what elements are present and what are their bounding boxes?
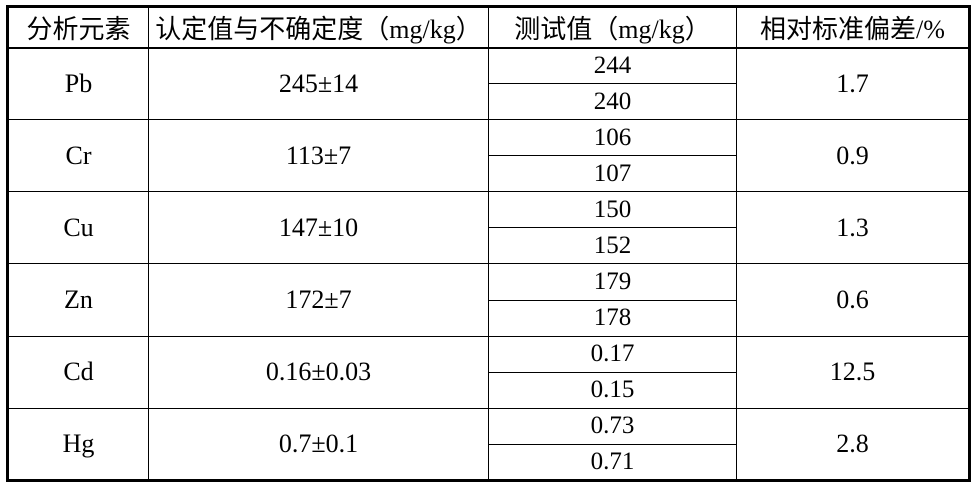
table-row-cu: Cu 147±10 150 1.3 [7,191,970,265]
table-row-cd: Cd 0.16±0.03 0.17 12.5 [7,335,970,409]
test-value-cell: 240 [488,83,737,121]
header-rsd: 相对标准偏差/% [736,5,970,49]
certified-value-cell: 113±7 [148,119,489,193]
element-cell: Cr [7,119,149,193]
certified-value-cell: 0.7±0.1 [148,407,489,482]
element-cell: Hg [7,407,149,482]
rsd-cell: 0.9 [736,119,970,193]
table-header-row: 分析元素 认定值与不确定度（mg/kg） 测试值（mg/kg） 相对标准偏差/% [7,5,970,49]
table-row-hg: Hg 0.7±0.1 0.73 2.8 [7,407,970,482]
certified-value-cell: 147±10 [148,191,489,265]
table-row-cr: Cr 113±7 106 0.9 [7,119,970,193]
rsd-cell: 12.5 [736,335,970,409]
test-value-cell: 150 [488,191,737,229]
test-value-cell: 106 [488,119,737,157]
element-cell: Pb [7,47,149,121]
table-row-hg-2: 0.71 [8,443,970,482]
test-value-cell: 244 [488,47,737,85]
header-test-value: 测试值（mg/kg） [488,5,737,49]
analysis-results-table: 分析元素 认定值与不确定度（mg/kg） 测试值（mg/kg） 相对标准偏差/%… [6,5,971,482]
test-value-cell: 0.71 [488,443,737,482]
rsd-cell: 1.3 [736,191,970,265]
table-row-pb: Pb 245±14 244 1.7 [7,47,970,121]
test-value-cell: 0.15 [488,371,737,409]
test-value-cell: 178 [488,299,737,337]
certified-value-cell: 245±14 [148,47,489,121]
test-value-cell: 107 [488,155,737,193]
element-cell: Cd [7,335,149,409]
rsd-cell: 1.7 [736,47,970,121]
rsd-cell: 2.8 [736,407,970,482]
element-cell: Cu [7,191,149,265]
rsd-cell: 0.6 [736,263,970,337]
element-cell: Zn [7,263,149,337]
certified-value-cell: 0.16±0.03 [148,335,489,409]
certified-value-cell: 172±7 [148,263,489,337]
test-value-cell: 179 [488,263,737,301]
test-value-cell: 0.17 [488,335,737,373]
table-row-pb-2: 240 [8,83,970,121]
header-element: 分析元素 [7,5,149,49]
test-value-cell: 0.73 [488,407,737,445]
table-row-cu-2: 152 [8,227,970,265]
header-certified-value: 认定值与不确定度（mg/kg） [148,5,489,49]
table-row-zn: Zn 172±7 179 0.6 [7,263,970,337]
test-value-cell: 152 [488,227,737,265]
table-row-cr-2: 107 [8,155,970,193]
